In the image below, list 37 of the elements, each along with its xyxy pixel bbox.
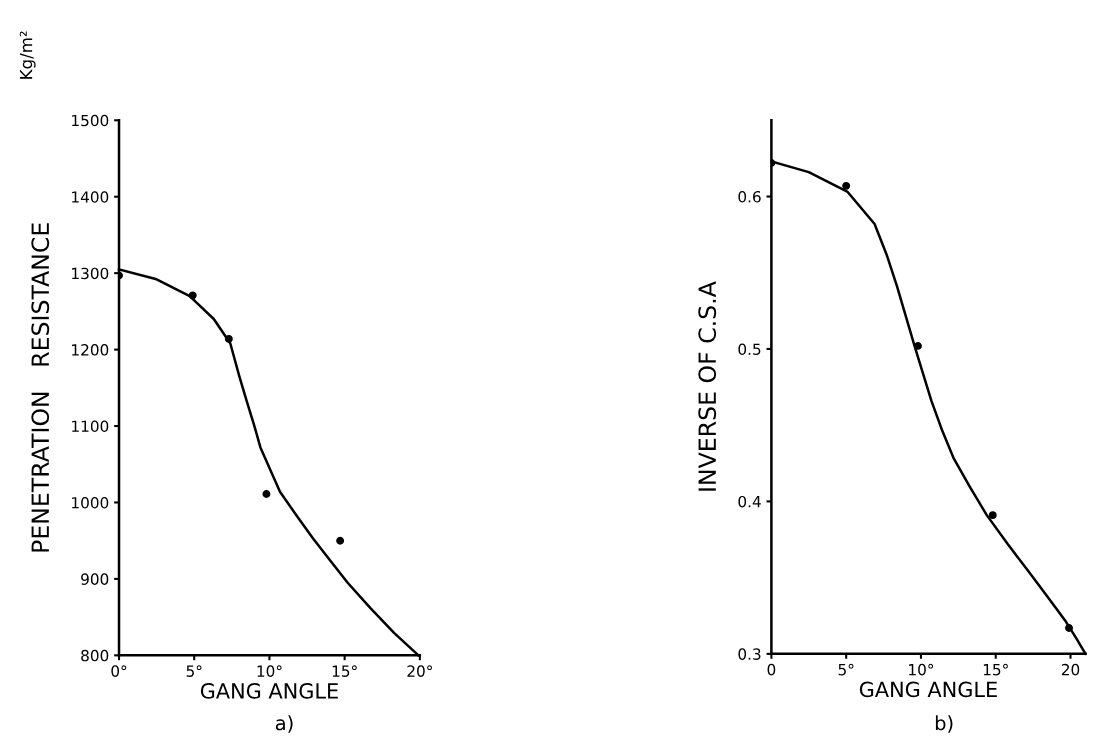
y-tick-label: 0.4 — [738, 495, 761, 508]
y-tick-label: 0.3 — [738, 648, 761, 660]
y-tick-label: 1500 — [72, 114, 109, 127]
point — [262, 490, 271, 499]
point — [988, 511, 997, 520]
x-tick-label: 0° — [111, 665, 127, 677]
x-tick-label: 15° — [983, 663, 1008, 676]
x-axis-title: GANG ANGLE — [859, 681, 997, 698]
y-tick-label: 1200 — [72, 344, 109, 356]
point — [336, 536, 345, 545]
text: Kg/m² — [19, 31, 36, 79]
x-tick-label: 0 — [767, 663, 776, 676]
x-axis-title: GANG ANGLE — [200, 683, 338, 699]
y-tick-label: 800 — [81, 649, 109, 662]
y-tick-label: 900 — [81, 573, 109, 585]
y-tick-label: 1400 — [72, 191, 109, 203]
x-tick-label: 10° — [257, 665, 282, 677]
y-axis-title: INVERSE OF C.S.A — [698, 281, 717, 491]
y-tick-label: 1300 — [72, 267, 109, 280]
point — [842, 181, 851, 190]
x-tick-label: 10° — [909, 663, 934, 676]
x-tick-label: 5° — [838, 663, 854, 676]
y-tick-label: 1100 — [72, 420, 109, 433]
point — [224, 334, 233, 343]
x-tick-label: 15° — [332, 665, 357, 677]
x-tick-label: 20° — [407, 665, 432, 677]
text: b) — [935, 715, 953, 733]
y-axis-title: PENETRATION RESISTANCE — [31, 223, 50, 552]
x-tick-label: 5° — [186, 665, 202, 677]
x-tick-label: 20 — [1061, 663, 1080, 676]
point — [188, 291, 197, 300]
point — [1065, 623, 1073, 632]
y-tick-label: 1000 — [72, 496, 109, 509]
y-tick-label: 0.6 — [738, 190, 761, 203]
text: a) — [275, 715, 293, 733]
y-tick-label: 0.5 — [738, 343, 761, 355]
point — [914, 341, 922, 350]
